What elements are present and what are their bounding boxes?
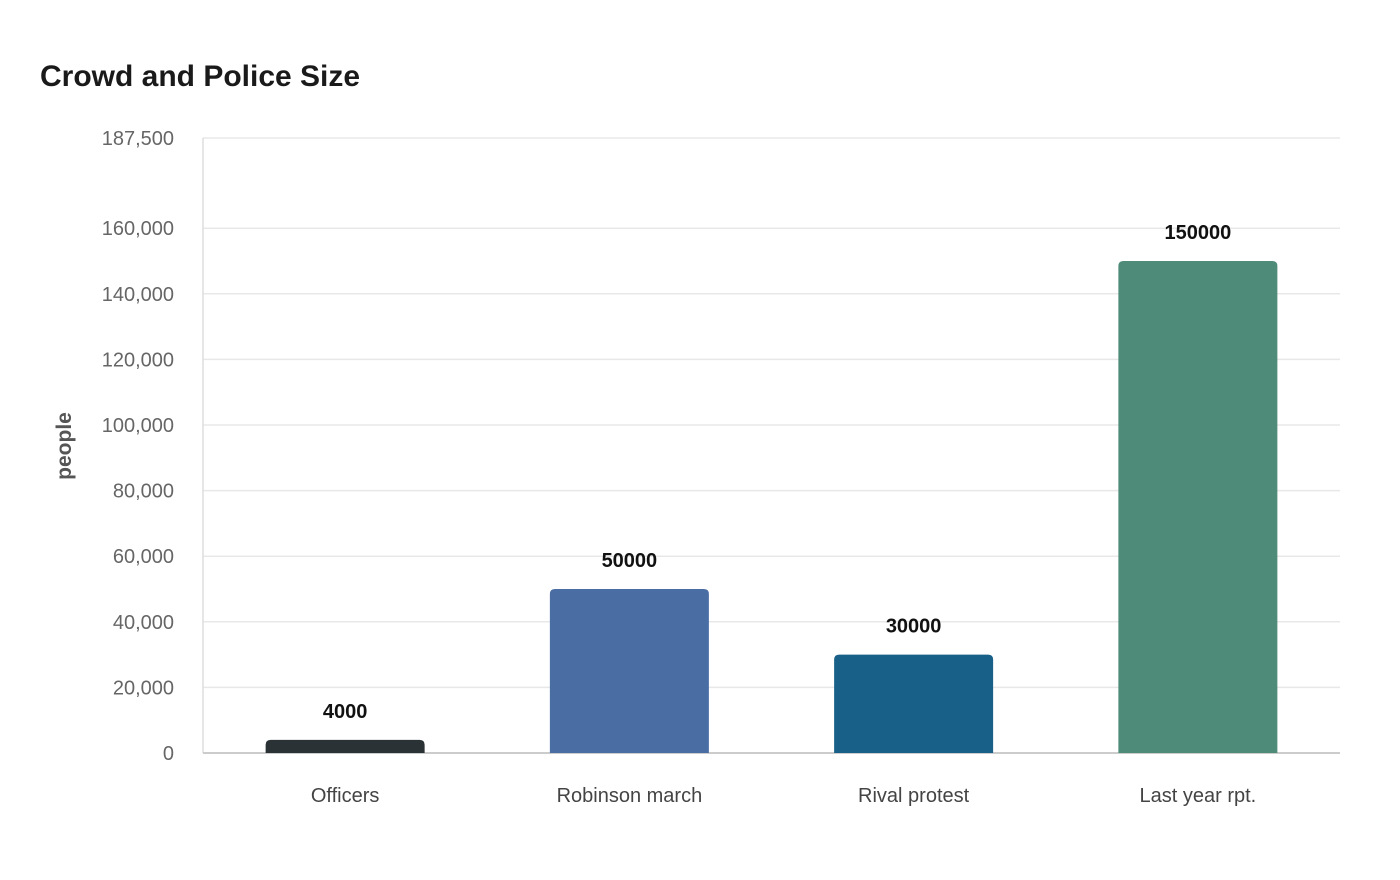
y-tick-label: 160,000 bbox=[102, 218, 174, 240]
bars bbox=[265, 261, 1278, 753]
x-tick-label: Officers bbox=[311, 785, 380, 807]
y-tick-label: 140,000 bbox=[102, 284, 174, 306]
value-labels: 4000 50000 30000 150000 bbox=[323, 222, 1231, 723]
x-tick-label: Last year rpt. bbox=[1140, 785, 1257, 807]
x-tick-label: Robinson march bbox=[557, 785, 703, 807]
x-tick-label: Rival protest bbox=[858, 785, 970, 807]
chart-title: Crowd and Police Size bbox=[40, 60, 361, 93]
bar bbox=[1118, 261, 1278, 753]
y-tick-label: 187,500 bbox=[102, 128, 174, 150]
y-tick-labels: 0 20,000 40,000 60,000 80,000 100,000 120,000 1… bbox=[102, 128, 174, 765]
bar bbox=[265, 739, 425, 753]
x-tick-labels: Officers Robinson march Rival protest Last … bbox=[311, 785, 1256, 807]
y-axis-title: people bbox=[53, 412, 76, 480]
bar-value-label: 4000 bbox=[323, 701, 368, 723]
bar-value-label: 150000 bbox=[1165, 222, 1232, 244]
y-tick-label: 40,000 bbox=[113, 612, 174, 634]
y-tick-label: 60,000 bbox=[113, 546, 174, 568]
y-tick-label: 80,000 bbox=[113, 481, 174, 503]
y-tick-label: 100,000 bbox=[102, 415, 174, 437]
bar-value-label: 30000 bbox=[886, 616, 942, 638]
bar bbox=[549, 589, 709, 753]
bar bbox=[834, 654, 994, 753]
bar-value-label: 50000 bbox=[602, 550, 658, 572]
y-tick-label: 0 bbox=[163, 743, 174, 765]
y-tick-label: 120,000 bbox=[102, 349, 174, 371]
y-tick-label: 20,000 bbox=[113, 677, 174, 699]
